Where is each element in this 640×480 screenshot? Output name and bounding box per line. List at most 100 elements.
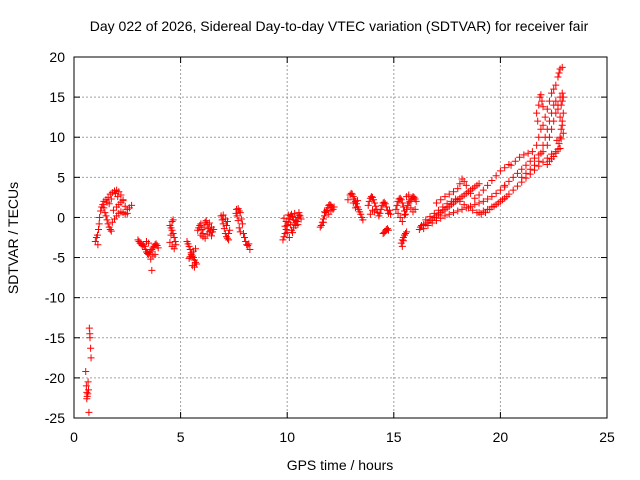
data-point	[559, 109, 567, 117]
data-point	[501, 181, 509, 189]
y-tick-label: 5	[57, 169, 65, 185]
data-point	[96, 213, 104, 221]
data-point	[94, 241, 102, 249]
data-point	[430, 209, 438, 217]
data-point	[548, 109, 556, 117]
data-point	[354, 197, 362, 205]
data-point	[505, 177, 513, 185]
data-point	[475, 180, 483, 188]
data-point	[496, 167, 504, 175]
data-point	[443, 200, 451, 208]
data-point	[291, 209, 299, 217]
data-point	[201, 234, 209, 242]
data-point	[402, 229, 410, 237]
data-point	[539, 103, 547, 111]
data-point	[445, 210, 453, 218]
data-point	[479, 186, 487, 194]
data-point	[392, 205, 400, 213]
data-point	[107, 195, 115, 203]
x-tick-label: 25	[599, 429, 615, 445]
data-point	[396, 194, 404, 202]
data-point	[554, 145, 562, 153]
data-point	[410, 193, 418, 201]
data-point	[236, 209, 244, 217]
data-point	[492, 201, 500, 209]
data-point	[509, 173, 517, 181]
data-point	[484, 205, 492, 213]
data-point	[537, 149, 545, 157]
data-point	[97, 207, 105, 215]
data-point	[106, 225, 114, 233]
data-point	[293, 217, 301, 225]
data-point	[382, 203, 390, 211]
data-point	[496, 186, 504, 194]
data-point	[386, 206, 394, 214]
data-point	[376, 209, 384, 217]
tick-labels: 0 5 10 15 20 25 -25 -20 -15 -10 -5 0 5 10 15 20	[45, 49, 615, 445]
data-point	[237, 215, 245, 223]
data-point	[83, 395, 91, 403]
data-point	[218, 216, 226, 224]
data-point	[225, 236, 233, 244]
data-point	[507, 161, 515, 169]
data-point	[555, 69, 563, 77]
data-point	[289, 229, 297, 237]
axis-ticks	[73, 56, 608, 419]
data-point	[439, 203, 447, 211]
data-point	[152, 240, 160, 248]
y-axis-title: SDTVAR / TECUs	[5, 182, 21, 294]
data-point	[407, 204, 415, 212]
data-point	[554, 105, 562, 113]
data-point	[496, 197, 504, 205]
data-point	[403, 205, 411, 213]
data-point	[168, 226, 176, 234]
data-point	[82, 382, 90, 390]
data-point	[447, 197, 455, 205]
data-point	[556, 113, 564, 121]
data-point	[488, 203, 496, 211]
data-point	[452, 195, 460, 203]
data-point	[233, 212, 241, 220]
data-point	[554, 73, 562, 81]
data-point	[316, 223, 324, 231]
y-tick-label: -15	[45, 330, 65, 346]
data-point	[86, 334, 94, 342]
data-point	[394, 209, 402, 217]
data-point	[109, 206, 117, 214]
x-tick-label: 15	[386, 429, 402, 445]
data-point	[186, 253, 194, 261]
y-tick-label: 20	[49, 49, 65, 65]
data-point	[349, 199, 357, 207]
data-point	[292, 217, 300, 225]
data-point	[84, 390, 92, 398]
data-point	[557, 101, 565, 109]
data-point	[509, 186, 517, 194]
data-point	[479, 207, 487, 215]
data-point	[526, 157, 534, 165]
data-point	[539, 121, 547, 129]
data-point	[558, 63, 566, 71]
data-point	[371, 208, 379, 216]
data-point	[393, 201, 401, 209]
data-point	[197, 220, 205, 228]
data-point	[522, 169, 530, 177]
data-point	[552, 81, 560, 89]
data-point	[550, 101, 558, 109]
data-point	[533, 109, 541, 117]
data-point	[432, 199, 440, 207]
data-point	[366, 210, 374, 218]
data-point	[281, 222, 289, 230]
data-point	[400, 211, 408, 219]
y-tick-label: -25	[45, 410, 65, 426]
data-point	[531, 161, 539, 169]
data-point	[559, 93, 567, 101]
data-point	[234, 205, 242, 213]
data-point	[168, 217, 176, 225]
data-point	[458, 205, 466, 213]
data-point	[492, 189, 500, 197]
data-point	[290, 224, 298, 232]
data-point	[139, 241, 147, 249]
data-point	[516, 153, 524, 161]
data-point	[539, 158, 547, 166]
